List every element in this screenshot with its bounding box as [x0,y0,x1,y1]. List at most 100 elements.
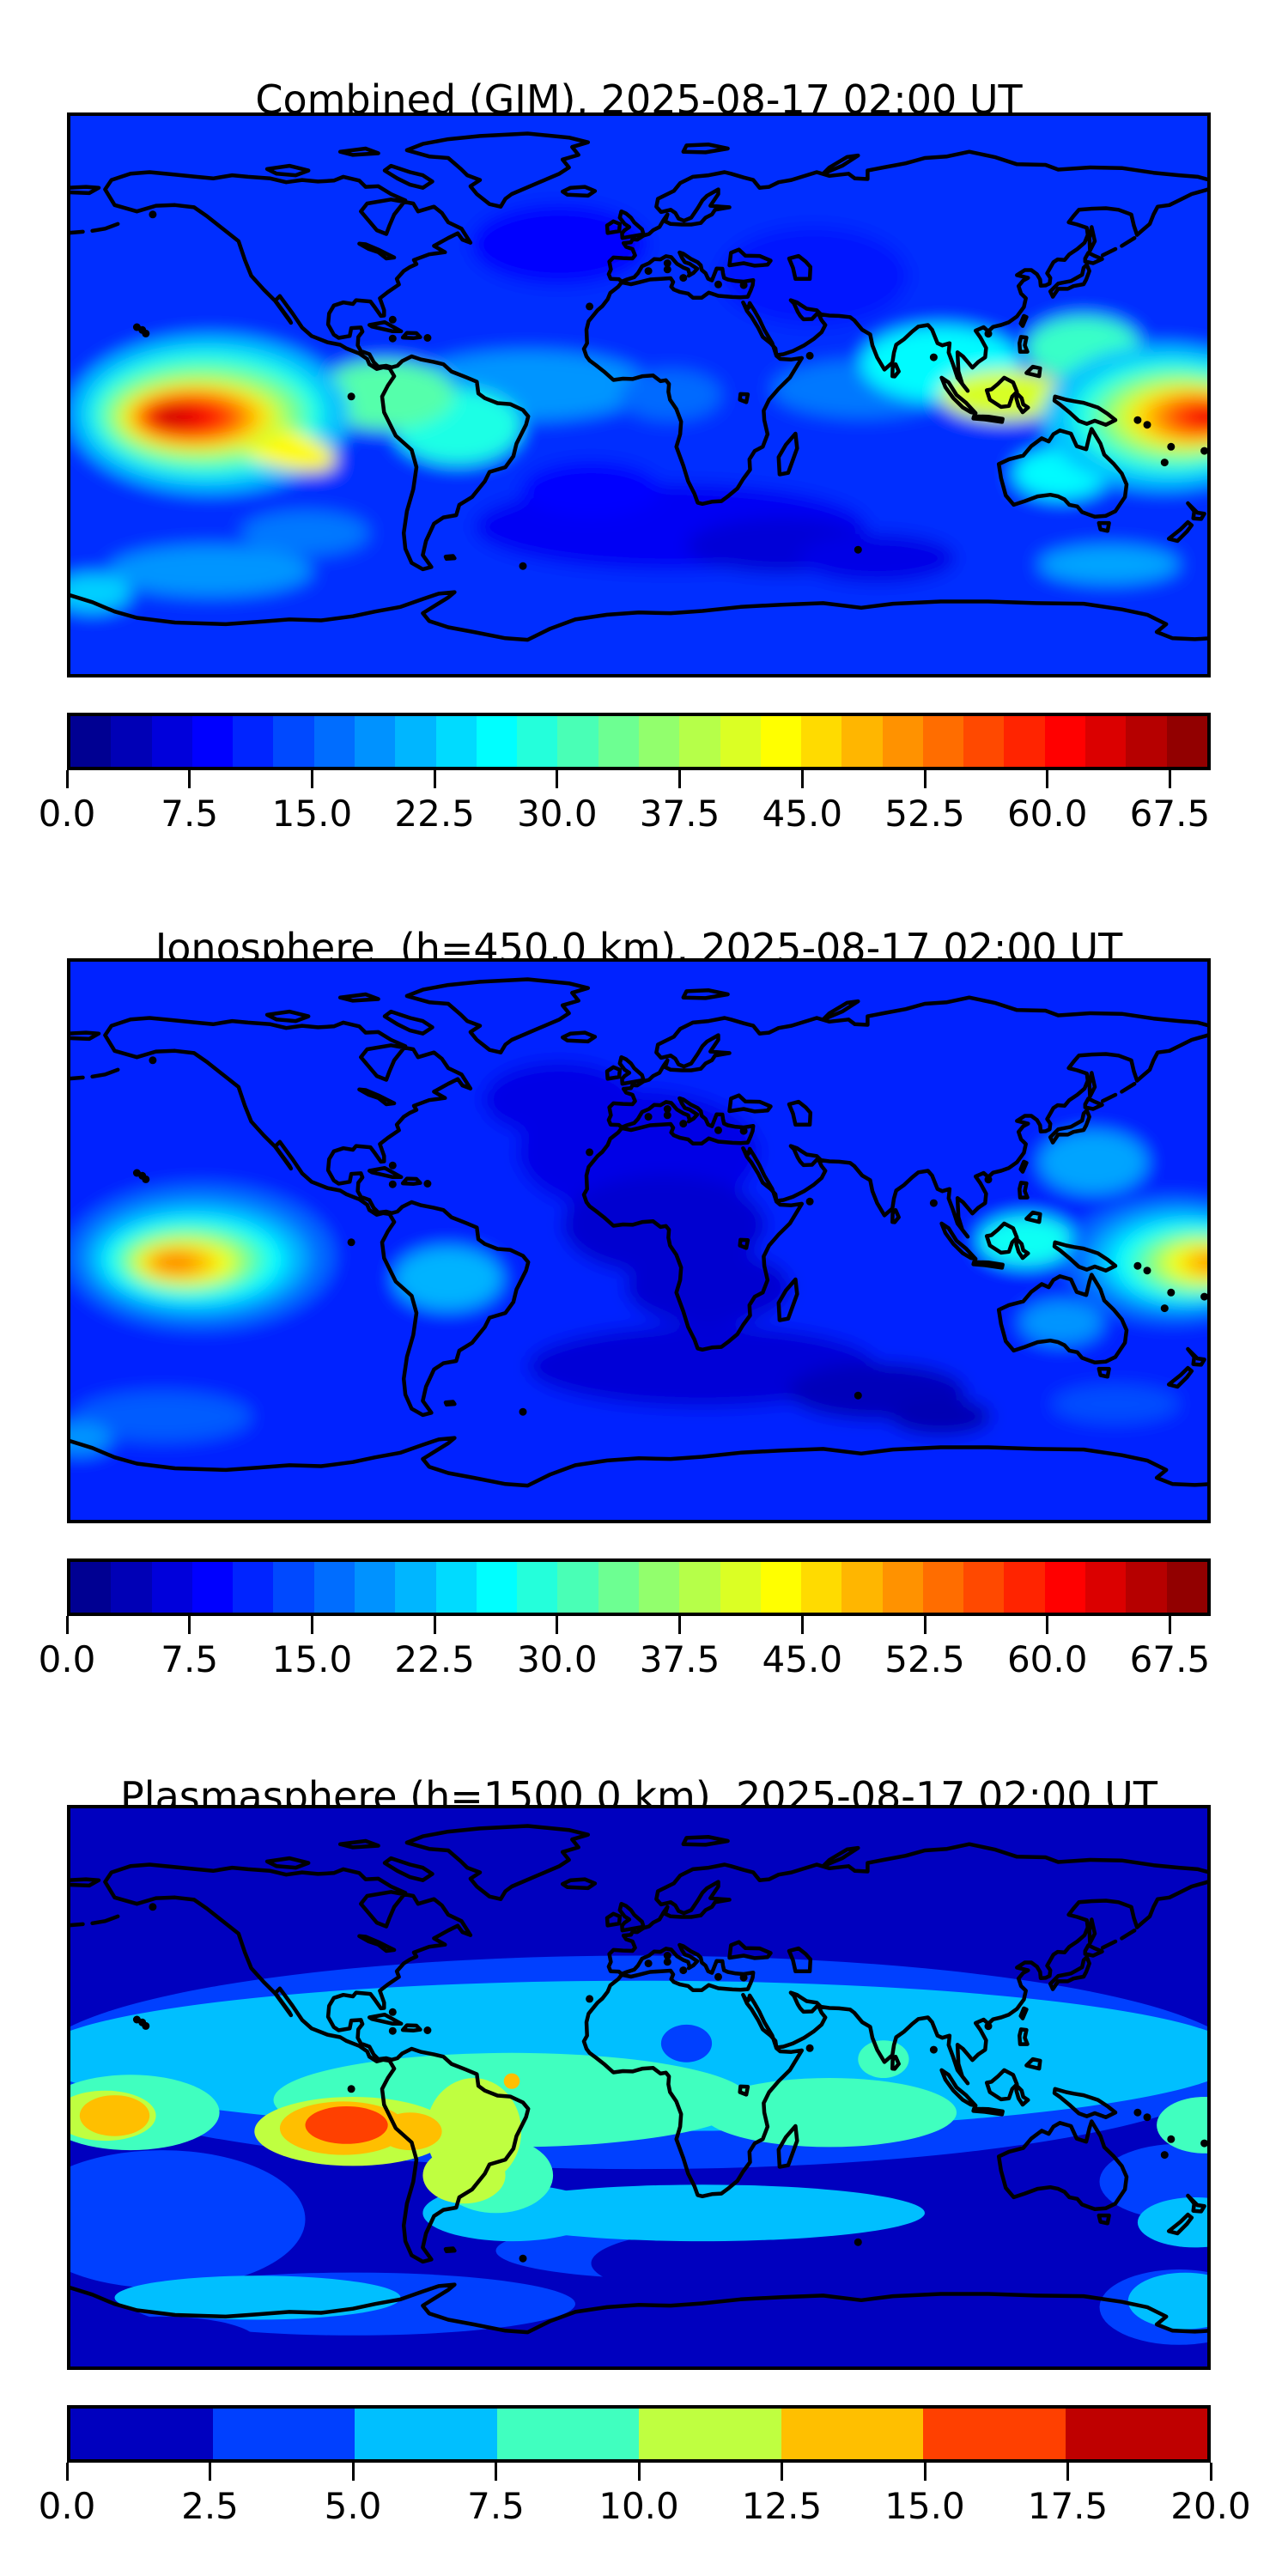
map-plasmasphere-svg [67,1805,1211,2370]
colorbar-segment [639,2409,781,2459]
colorbar-segment [70,2409,213,2459]
colorbar-tick-label: 7.5 [161,1638,219,1680]
colorbar-segment [313,716,355,767]
colorbar-segment [720,1562,761,1613]
colorbar-segment [1044,1562,1086,1613]
colorbar-ticks-ionosphere: 0.0 7.5 15.0 22.5 30.0 37.5 45.0 52.5 60.0 67.5 [39,1616,1211,1695]
colorbar-segment [923,2409,1066,2459]
colorbar-tick-mark [800,1616,804,1634]
colorbar-segment [476,1562,518,1613]
colorbar-tick-mark [188,1616,191,1634]
colorbar-segment [801,1562,842,1613]
colorbar-segment [395,716,436,767]
colorbar-segment [801,716,842,767]
colorbar-tick-label: 52.5 [884,793,965,835]
colorbar-segment [151,716,192,767]
colorbar-tick-label: 15.0 [271,1638,353,1680]
colorbar-tick-mark [923,770,927,788]
colorbar-tick-label: 67.5 [1129,1638,1211,1680]
colorbar-segment [882,716,923,767]
colorbar-segment [882,1562,923,1613]
colorbar-segment [720,716,761,767]
colorbar-plasmasphere [67,2405,1211,2463]
colorbar-tick-mark [637,2463,641,2481]
colorbar-tick-label: 60.0 [1006,793,1088,835]
colorbar-tick-mark [781,2463,783,2481]
colorbar-tick-label: 0.0 [38,793,96,835]
colorbar-segment [963,716,1005,767]
colorbar-segment [435,716,477,767]
colorbar-segment [517,716,558,767]
colorbar-tick-label: 67.5 [1129,793,1211,835]
colorbar-tick-mark [678,1616,682,1634]
colorbar-tick-label: 37.5 [639,1638,720,1680]
colorbar-segment [70,716,112,767]
colorbar-segment [273,716,314,767]
colorbar-segment [841,1562,883,1613]
colorbar-tick-label: 45.0 [762,793,843,835]
colorbar-tick-mark [1168,770,1171,788]
colorbar-segment [212,2409,355,2459]
colorbar-tick-mark [1168,1616,1171,1634]
colorbar-tick-label: 2.5 [181,2485,239,2527]
colorbar-tick-mark [433,1616,436,1634]
colorbar-segment [395,1562,436,1613]
map-frame [67,1805,1211,2370]
colorbar-segment [435,1562,477,1613]
map-ionosphere-svg [67,958,1211,1523]
colorbar-segment [922,1562,964,1613]
colorbar-segment [233,1562,274,1613]
colorbar-tick-label: 22.5 [394,1638,475,1680]
colorbar-segment [1004,1562,1045,1613]
colorbar-tick-label: 52.5 [884,1638,965,1680]
colorbar-tick-label: 30.0 [517,1638,598,1680]
colorbar-tick-label: 22.5 [394,793,475,835]
colorbar-segment [598,716,639,767]
colorbar-tick-label: 17.5 [1027,2485,1109,2527]
colorbar-segment [963,1562,1005,1613]
colorbar-tick-label: 7.5 [161,793,219,835]
colorbar-tick-mark [310,770,313,788]
colorbar-segment [638,716,680,767]
map-frame [67,112,1211,677]
colorbar-ticks-combined: 0.0 7.5 15.0 22.5 30.0 37.5 45.0 52.5 60.0 67.5 [39,770,1211,849]
colorbar-tick-label: 12.5 [741,2485,823,2527]
colorbar-segment [922,716,964,767]
colorbar-segment [313,1562,355,1613]
colorbar-segment [760,716,802,767]
colorbar-tick-label: 10.0 [598,2485,679,2527]
map-ionosphere [67,958,1211,1523]
colorbar-segment [354,716,396,767]
colorbar-segment [191,716,234,767]
colorbar-segment [557,1562,598,1613]
colorbar-segment [679,716,720,767]
colorbar-segment [191,1562,234,1613]
colorbar-tick-mark [433,770,436,788]
colorbar-ticks-plasmasphere: 0.0 2.5 5.0 7.5 10.0 12.5 15.0 17.5 20.0 [39,2463,1251,2542]
colorbar-tick-label: 60.0 [1006,1638,1088,1680]
colorbar-segment [638,1562,680,1613]
colorbar-segment [233,716,274,767]
colorbar-tick-mark [188,770,191,788]
map-plasmasphere [67,1805,1211,2370]
colorbar-tick-label: 30.0 [517,793,598,835]
colorbar-ionosphere [67,1558,1211,1616]
colorbar-tick-label: 45.0 [762,1638,843,1680]
colorbar-segment [1085,716,1127,767]
colorbar-combined [67,713,1211,770]
colorbar-tick-mark [65,770,69,788]
colorbar-tick-mark [65,2463,69,2481]
map-frame [67,958,1211,1523]
colorbar-tick-label: 7.5 [467,2485,525,2527]
colorbar-segment [70,1562,112,1613]
colorbar-tick-mark [209,2463,211,2481]
colorbar-segment [1065,2409,1207,2459]
colorbar-segment [781,2409,923,2459]
colorbar-tick-mark [923,2463,927,2481]
colorbar-segment [496,2409,639,2459]
colorbar-segment [557,716,598,767]
colorbar-segment [517,1562,558,1613]
colorbar-segment [476,716,518,767]
colorbar-tick-mark [65,1616,69,1634]
